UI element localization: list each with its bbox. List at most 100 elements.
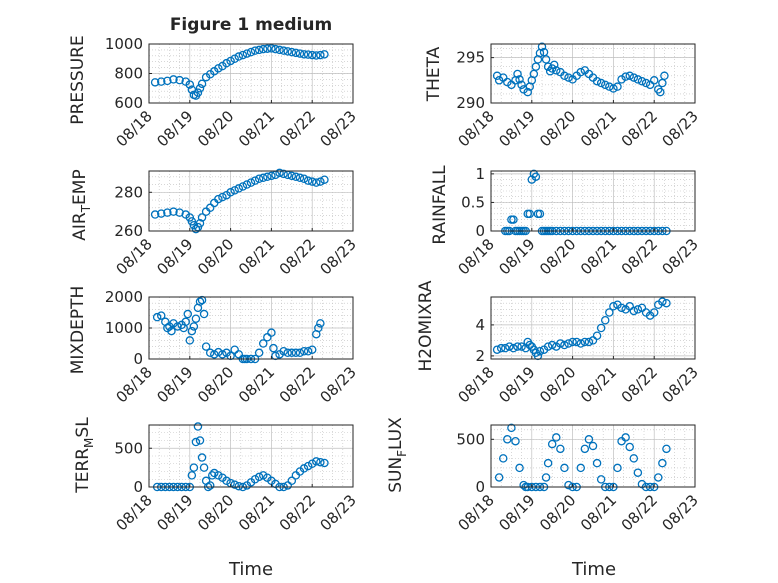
- data-point: [283, 348, 292, 358]
- x-tick-label: 08/23: [659, 363, 702, 406]
- x-tick-label: 08/21: [577, 491, 620, 534]
- data-point: [234, 184, 244, 193]
- data-point: [316, 177, 325, 186]
- x-tick-label: 08/18: [113, 363, 156, 406]
- data-point: [303, 461, 313, 471]
- data-point: [195, 219, 205, 228]
- x-tick-label: 08/20: [194, 363, 237, 406]
- data-point: [156, 209, 166, 218]
- data-point: [189, 463, 199, 472]
- data-point: [197, 453, 207, 462]
- data-point: [279, 346, 288, 356]
- y-tick-label: 0: [475, 222, 485, 240]
- y-tick-label: 2000: [105, 288, 143, 306]
- data-point: [193, 422, 203, 431]
- data-point: [197, 213, 207, 222]
- x-tick-label: 08/23: [317, 491, 360, 534]
- data-point: [279, 46, 288, 55]
- data-point: [250, 46, 260, 55]
- y-axis-label-theta: THETA: [424, 46, 444, 102]
- data-point: [205, 348, 215, 358]
- data-point: [275, 168, 284, 178]
- data-point: [633, 305, 643, 314]
- data-point: [234, 52, 244, 61]
- data-point: [543, 62, 553, 71]
- data-point: [254, 348, 264, 358]
- y-tick-label: 600: [114, 94, 143, 112]
- y-axis-label-mixdepth-text: MIXDEPTH: [68, 286, 88, 375]
- data-series: [492, 297, 671, 361]
- data-point: [173, 322, 182, 331]
- data-point: [242, 180, 252, 189]
- x-tick-label: 08/20: [536, 235, 579, 278]
- data-point: [320, 458, 329, 468]
- data-point: [525, 209, 535, 219]
- data-point: [195, 297, 205, 306]
- data-point: [316, 457, 325, 467]
- data-point: [299, 346, 309, 356]
- data-point: [169, 207, 178, 216]
- data-point: [246, 178, 256, 187]
- data-point: [250, 176, 260, 185]
- data-point: [183, 309, 193, 319]
- x-tick-label: 08/23: [317, 363, 360, 406]
- x-tick-label: 08/21: [577, 235, 620, 278]
- data-point: [519, 480, 528, 490]
- data-point: [584, 337, 594, 347]
- data-point: [167, 326, 176, 336]
- data-point: [576, 67, 586, 77]
- x-tick-label: 08/18: [113, 235, 156, 278]
- y-tick-label: 0: [475, 478, 485, 496]
- x-tick-label: 08/20: [536, 363, 579, 406]
- data-point: [564, 73, 573, 82]
- data-point: [287, 476, 297, 486]
- data-point: [560, 463, 569, 473]
- y-tick-label: 280: [114, 183, 143, 201]
- data-point: [199, 463, 209, 472]
- data-point: [658, 458, 667, 468]
- data-point: [246, 47, 256, 57]
- data-point: [629, 454, 639, 463]
- data-point: [187, 326, 197, 336]
- data-point: [295, 49, 305, 58]
- data-point: [660, 71, 669, 81]
- data-point: [535, 209, 545, 219]
- y-axis-label-rainfall: RAINFALL: [430, 165, 450, 245]
- data-point: [254, 174, 264, 183]
- data-point: [633, 468, 643, 477]
- x-tick-label: 08/23: [659, 235, 702, 278]
- data-point: [275, 45, 284, 55]
- x-tick-label: 08/18: [455, 491, 498, 534]
- x-tick-label: 08/19: [153, 107, 196, 150]
- y-axis-label-pressure-text: PRESSURE: [68, 35, 88, 124]
- data-point: [222, 58, 231, 68]
- data-point: [287, 171, 297, 181]
- x-tick-label: 08/20: [536, 491, 579, 534]
- data-point: [654, 473, 663, 482]
- data-point: [621, 433, 630, 442]
- data-point: [193, 88, 203, 97]
- axes-box: [490, 170, 696, 232]
- data-point: [580, 337, 590, 347]
- x-tick-label: 08/19: [153, 363, 196, 406]
- data-point: [271, 44, 280, 54]
- data-point: [503, 435, 512, 444]
- data-point: [191, 314, 201, 323]
- data-series: [150, 44, 329, 100]
- data-point: [576, 463, 586, 473]
- y-tick-label: 2: [475, 347, 485, 365]
- data-point: [269, 343, 278, 353]
- data-series: [150, 168, 329, 234]
- data-point: [316, 319, 325, 328]
- data-point: [316, 50, 325, 60]
- x-tick-label: 08/22: [276, 107, 319, 150]
- data-point: [517, 342, 526, 351]
- data-point: [303, 50, 313, 59]
- data-point: [556, 444, 565, 454]
- data-point: [592, 76, 602, 86]
- data-point: [250, 474, 260, 484]
- data-point: [152, 312, 162, 322]
- data-point: [267, 171, 276, 181]
